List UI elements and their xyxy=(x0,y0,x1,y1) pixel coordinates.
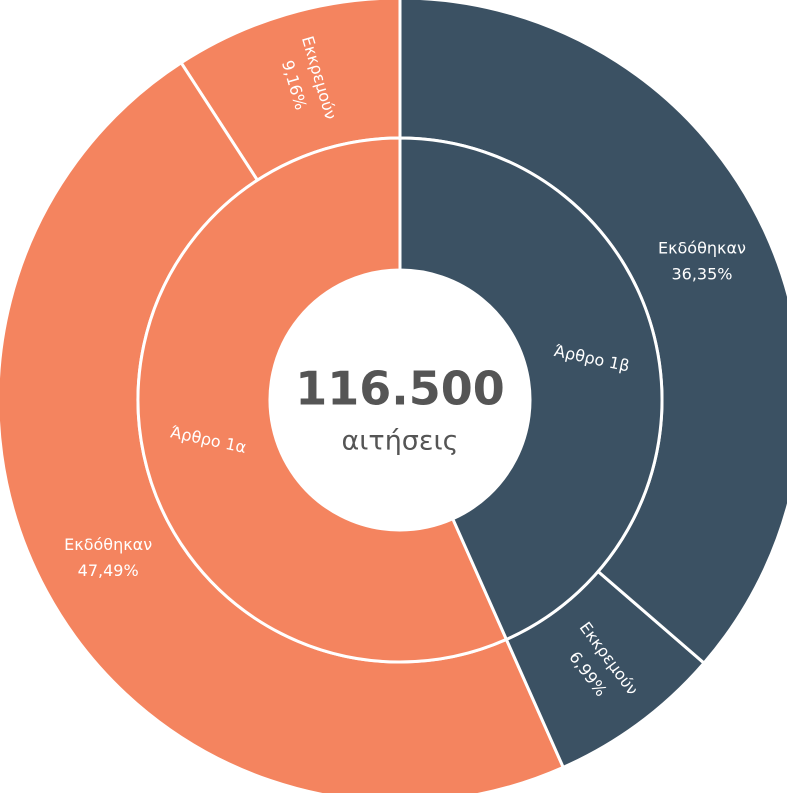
center-hole xyxy=(270,270,530,530)
segment-name: Εκδόθηκαν xyxy=(64,535,152,554)
segment-value-label: 36,35% xyxy=(671,264,732,283)
outer-label: Εκδόθηκαν 36,35% xyxy=(658,238,746,283)
segment-value-label: 47,49% xyxy=(78,561,139,580)
center-label: αιτήσεις xyxy=(342,426,459,457)
outer-label: Εκδόθηκαν 47,49% xyxy=(64,535,152,580)
segment-name: Εκδόθηκαν xyxy=(658,238,746,257)
center-value: 116.500 xyxy=(295,362,505,416)
